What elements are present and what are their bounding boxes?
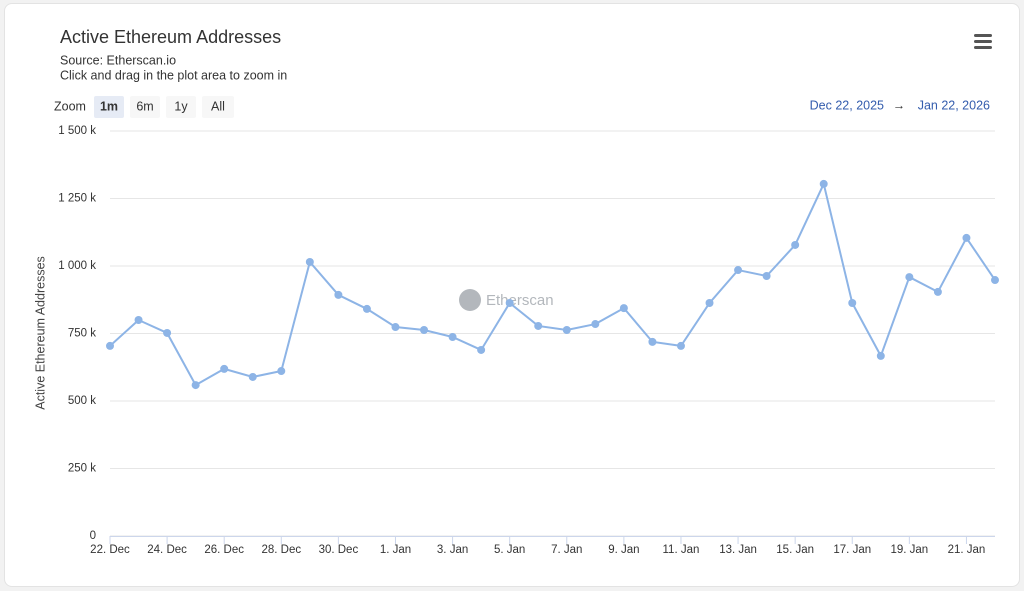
data-point[interactable]: [220, 364, 229, 373]
x-tick-label: 13. Jan: [719, 544, 757, 556]
x-tick-label: 22. Dec: [90, 544, 130, 556]
chart-subtitle: Source: Etherscan.io: [60, 53, 176, 67]
watermark-text: Etherscan: [486, 292, 554, 309]
chart-title: Active Ethereum Addresses: [60, 27, 281, 47]
x-tick-label: 1. Jan: [380, 544, 411, 556]
x-tick-label: 17. Jan: [833, 544, 871, 556]
grid: [110, 130, 995, 537]
x-tick-label: 15. Jan: [776, 544, 814, 556]
x-tick-label: 3. Jan: [437, 544, 468, 556]
y-tick-label: 250 k: [68, 463, 96, 475]
data-point[interactable]: [819, 179, 828, 188]
data-point[interactable]: [134, 316, 143, 324]
data-point[interactable]: [305, 257, 314, 266]
chart-caption: Click and drag in the plot area to zoom …: [60, 68, 287, 82]
x-tick-label: 9. Jan: [608, 544, 639, 556]
x-tick-label: 26. Dec: [204, 544, 244, 556]
data-point[interactable]: [619, 304, 628, 313]
data-point[interactable]: [277, 367, 286, 376]
x-tick-label: 7. Jan: [551, 544, 582, 556]
data-point[interactable]: [106, 341, 114, 350]
data-point[interactable]: [534, 321, 543, 330]
data-point[interactable]: [448, 333, 457, 342]
range-arrow: →: [893, 98, 906, 112]
range-from[interactable]: Dec 22, 2025: [810, 98, 884, 112]
y-tick-label: 0: [90, 530, 96, 542]
data-point[interactable]: [362, 304, 371, 313]
y-axis-title: Active Ethereum Addresses: [33, 256, 47, 410]
y-tick-label: 750 k: [68, 328, 96, 340]
data-point[interactable]: [505, 298, 514, 307]
y-tick-label: 500 k: [68, 395, 96, 407]
menu-bar: [974, 46, 992, 49]
data-point[interactable]: [734, 266, 743, 275]
x-tick-label: 28. Dec: [261, 544, 301, 556]
data-point[interactable]: [876, 351, 885, 360]
menu-bar: [974, 40, 992, 43]
x-tick-label: 11. Jan: [663, 544, 700, 556]
x-tick-label: 19. Jan: [890, 544, 928, 556]
zoom-button-label: All: [211, 99, 225, 113]
zoom-button-label: 1m: [100, 99, 118, 113]
data-point[interactable]: [933, 287, 942, 296]
x-tick-label: 24. Dec: [147, 544, 187, 556]
x-tick-label: 21. Jan: [948, 544, 986, 556]
watermark: Etherscan: [459, 289, 554, 311]
zoom-button-label: 1y: [174, 99, 188, 113]
zoom-button[interactable]: [94, 96, 124, 118]
data-point[interactable]: [648, 337, 657, 346]
data-point[interactable]: [762, 271, 771, 280]
zoom-button[interactable]: [130, 96, 160, 118]
data-point[interactable]: [248, 372, 257, 381]
menu-button[interactable]: [974, 34, 992, 49]
data-point[interactable]: [848, 298, 857, 307]
zoom-button[interactable]: [166, 96, 196, 118]
data-point[interactable]: [705, 298, 714, 307]
data-point[interactable]: [591, 320, 600, 329]
data-point[interactable]: [477, 345, 486, 354]
data-point[interactable]: [905, 273, 914, 282]
zoom-label: Zoom: [54, 99, 86, 113]
data-point[interactable]: [562, 325, 571, 334]
data-point[interactable]: [334, 290, 343, 299]
watermark-logo: [459, 289, 481, 311]
data-point[interactable]: [420, 325, 429, 334]
data-point[interactable]: [962, 233, 971, 242]
y-tick-label: 1 500 k: [58, 125, 96, 137]
menu-bar: [974, 34, 992, 37]
data-point[interactable]: [991, 276, 999, 285]
zoom-button[interactable]: [202, 96, 234, 118]
y-tick-label: 1 000 k: [58, 260, 96, 272]
zoom-button-label: 6m: [136, 99, 153, 113]
series-line: [109, 180, 996, 387]
data-point[interactable]: [676, 341, 685, 350]
data-point[interactable]: [191, 381, 200, 390]
data-point[interactable]: [791, 240, 800, 249]
x-tick-label: 5. Jan: [494, 544, 525, 556]
data-point[interactable]: [163, 328, 172, 337]
data-point[interactable]: [391, 323, 400, 332]
x-tick-label: 30. Dec: [319, 544, 359, 556]
y-tick-label: 1 250 k: [58, 193, 96, 205]
range-to[interactable]: Jan 22, 2026: [918, 98, 990, 112]
